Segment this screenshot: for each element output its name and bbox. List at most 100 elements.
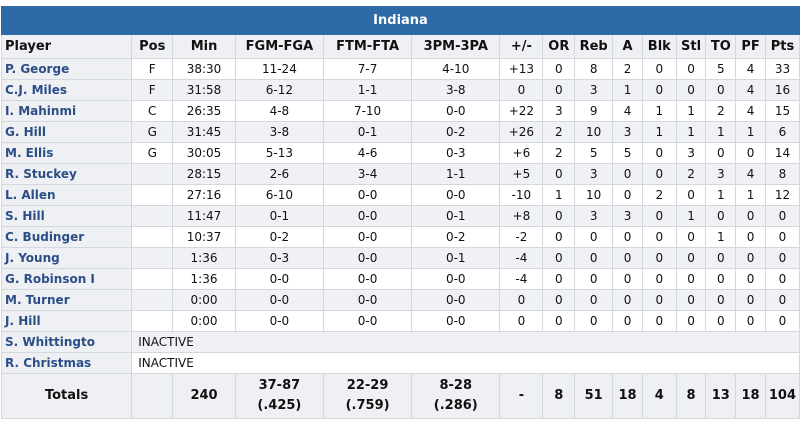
column-header: Pos: [131, 34, 174, 59]
stat-to: 0: [705, 205, 737, 227]
stat-ft: 0-1: [322, 121, 413, 143]
player-name-link[interactable]: J. Young: [0, 247, 133, 269]
stat-pts: 6: [764, 121, 801, 143]
stat-reb: 9: [574, 100, 614, 122]
player-row: J. Hill 0:00 0-0 0-0 0-0 0 0 0 0 0 0 0 0 0: [0, 310, 801, 332]
player-name-link[interactable]: M. Turner: [0, 289, 133, 311]
player-name-link[interactable]: S. Whittingto: [0, 331, 133, 353]
player-row: I. Mahinmi C 26:35 4-8 7-10 0-0 +22 3 9 4 1 1 2 4 15: [0, 100, 801, 122]
stat-pm: -4: [499, 247, 544, 269]
player-name-link[interactable]: G. Hill: [0, 121, 133, 143]
player-name-link[interactable]: J. Hill: [0, 310, 133, 332]
totals-empty: [131, 373, 174, 419]
stat-pos: F: [131, 79, 174, 101]
player-row: G. Hill G 31:45 3-8 0-1 0-2 +26 2 10 3 1 1 1 1 6: [0, 121, 801, 143]
stat-pts: 0: [764, 205, 801, 227]
stat-fg: 6-12: [234, 79, 324, 101]
stat-min: 1:36: [172, 247, 236, 269]
stat-or: 0: [542, 247, 576, 269]
stat-ft: 0-0: [322, 184, 413, 206]
stat-pos: C: [131, 100, 174, 122]
stat-stl: 0: [675, 58, 707, 80]
stat-a: 2: [612, 58, 643, 80]
stat-pm: +26: [499, 121, 544, 143]
stat-min: 11:47: [172, 205, 236, 227]
inactive-row: R. Christmas INACTIVE: [0, 352, 800, 374]
stat-pf: 0: [735, 205, 766, 227]
stat-pts: 0: [764, 247, 801, 269]
stat-to: 2: [705, 100, 737, 122]
stat-pm: +5: [499, 163, 544, 185]
stat-pts: 0: [764, 226, 801, 248]
stat-pos: F: [131, 58, 174, 80]
column-header: 3PM-3PA: [411, 34, 501, 59]
totals-min: 240: [172, 373, 236, 419]
stat-fg: 0-0: [234, 310, 324, 332]
stat-reb: 10: [574, 121, 614, 143]
player-name-link[interactable]: G. Robinson I: [0, 268, 133, 290]
stat-pm: 0: [499, 310, 544, 332]
stat-blk: 1: [641, 121, 677, 143]
player-row: M. Turner 0:00 0-0 0-0 0-0 0 0 0 0 0 0 0 0 0: [0, 289, 801, 311]
stat-pos: [131, 184, 174, 206]
inactive-rows: S. Whittingto INACTIVE R. Christmas INACTIV…: [0, 331, 800, 374]
totals-a: 18: [612, 373, 643, 419]
stat-pos: [131, 268, 174, 290]
player-name-link[interactable]: I. Mahinmi: [0, 100, 133, 122]
stat-or: 0: [542, 205, 576, 227]
player-name-link[interactable]: S. Hill: [0, 205, 133, 227]
player-name-link[interactable]: C.J. Miles: [0, 79, 133, 101]
stat-a: 0: [612, 289, 643, 311]
player-name-link[interactable]: R. Christmas: [0, 352, 133, 374]
stat-pos: [131, 226, 174, 248]
stat-to: 0: [705, 142, 737, 164]
stat-stl: 0: [675, 226, 707, 248]
totals-stl: 8: [675, 373, 707, 419]
stat-blk: 0: [641, 310, 677, 332]
stat-pm: +8: [499, 205, 544, 227]
stat-pts: 8: [764, 163, 801, 185]
player-row: S. Hill 11:47 0-1 0-0 0-1 +8 0 3 3 0 1 0 0 0: [0, 205, 801, 227]
stat-to: 1: [705, 226, 737, 248]
totals-or: 8: [542, 373, 576, 419]
player-name-link[interactable]: M. Ellis: [0, 142, 133, 164]
totals-tp: 8-28 (.286): [411, 373, 501, 419]
stat-reb: 0: [574, 268, 614, 290]
stat-pf: 4: [735, 79, 766, 101]
totals-to: 13: [705, 373, 737, 419]
stat-pos: G: [131, 121, 174, 143]
stat-tp: 0-1: [411, 247, 501, 269]
stat-pf: 4: [735, 100, 766, 122]
stat-ft: 3-4: [322, 163, 413, 185]
stat-ft: 0-0: [322, 226, 413, 248]
player-name-link[interactable]: P. George: [0, 58, 133, 80]
player-name-link[interactable]: C. Budinger: [0, 226, 133, 248]
stat-ft: 0-0: [322, 247, 413, 269]
column-header: Pts: [764, 34, 801, 59]
stat-tp: 4-10: [411, 58, 501, 80]
stat-a: 4: [612, 100, 643, 122]
column-header: Min: [172, 34, 236, 59]
stat-reb: 10: [574, 184, 614, 206]
stat-a: 1: [612, 79, 643, 101]
stat-fg: 0-1: [234, 205, 324, 227]
stat-blk: 0: [641, 247, 677, 269]
stat-blk: 1: [641, 100, 677, 122]
stat-min: 1:36: [172, 268, 236, 290]
stat-fg: 5-13: [234, 142, 324, 164]
stat-min: 31:45: [172, 121, 236, 143]
stat-reb: 0: [574, 289, 614, 311]
totals-tp-pct: (.286): [433, 398, 478, 413]
stat-tp: 3-8: [411, 79, 501, 101]
stat-ft: 0-0: [322, 289, 413, 311]
stat-pts: 0: [764, 268, 801, 290]
column-header: Reb: [574, 34, 614, 59]
stat-stl: 3: [675, 142, 707, 164]
inactive-note: INACTIVE: [131, 352, 800, 374]
player-name-link[interactable]: R. Stuckey: [0, 163, 133, 185]
player-name-link[interactable]: L. Allen: [0, 184, 133, 206]
player-row: L. Allen 27:16 6-10 0-0 0-0 -10 1 10 0 2 0 1 1 12: [0, 184, 801, 206]
stat-pm: -4: [499, 268, 544, 290]
stat-tp: 0-0: [411, 268, 501, 290]
player-row: R. Stuckey 28:15 2-6 3-4 1-1 +5 0 3 0 0 2 3 4 8: [0, 163, 801, 185]
